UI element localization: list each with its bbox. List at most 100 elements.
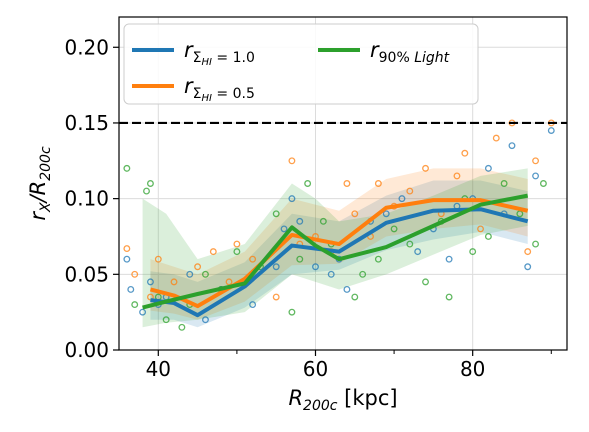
scatter-point-0: [249, 301, 257, 309]
scatter-point-0: [445, 255, 453, 263]
scatter-point-1: [343, 180, 351, 187]
series-line-0: [150, 207, 529, 318]
scatter-point-1: [477, 225, 484, 233]
x-tick-label: 40: [146, 357, 171, 381]
legend-sub: Σ: [193, 86, 202, 102]
axis-labels: R200c [kpc] rX/R200c: [26, 146, 398, 414]
scatter-point-2: [272, 210, 280, 218]
x-axis-label-sub: 200c: [303, 398, 338, 414]
scatter-point-2: [359, 270, 367, 278]
scatter-point-1: [272, 293, 280, 301]
y-axis-label-den-sub: 200c: [38, 146, 54, 181]
scatter-point-0: [524, 263, 532, 271]
y-tick-label: 0.15: [64, 111, 109, 135]
y-tick-label: 0.20: [64, 35, 109, 59]
scatter-point-1: [194, 263, 202, 271]
scatter-point-2: [202, 270, 209, 278]
scatter-point-1: [492, 134, 500, 142]
scatter-point-1: [249, 255, 257, 263]
scatter-point-0: [146, 278, 154, 286]
scatter-point-2: [445, 293, 453, 301]
scatter-point-1: [374, 180, 382, 187]
y-axis-label-slash: /: [26, 193, 50, 204]
y-tick-label: 0.00: [64, 338, 109, 362]
scatter-point-1: [225, 278, 233, 286]
scatter-point-1: [154, 255, 162, 263]
legend-main: r: [184, 38, 194, 62]
scatter-point-0: [280, 225, 288, 233]
scatter-point-0: [484, 164, 492, 172]
scatter-point-2: [304, 180, 312, 187]
scatter-point-2: [319, 217, 327, 225]
x-tick-label: 60: [303, 357, 328, 381]
scatter-point-1: [170, 278, 178, 286]
scatter-point-0: [398, 195, 406, 203]
scatter-point-1: [288, 157, 296, 165]
scatter-point-2: [233, 248, 241, 256]
legend-sub-rest: = 0.5: [212, 86, 255, 102]
scatter-point-1: [209, 248, 217, 256]
legend-sub-sub: HI: [202, 93, 213, 104]
y-axis-label-num-sub: X: [38, 202, 54, 213]
scatter-point-2: [178, 323, 186, 331]
scatter-point-1: [351, 210, 359, 218]
scatter-point-0: [127, 286, 135, 293]
scatter-point-2: [406, 240, 414, 248]
scatter-point-1: [146, 293, 154, 301]
scatter-point-0: [547, 127, 555, 134]
scatter-point-2: [146, 180, 154, 187]
scatter-point-1: [406, 187, 414, 195]
scatter-point-1: [461, 149, 469, 157]
scatter-point-2: [374, 255, 382, 263]
legend-sub-italic: Light: [414, 50, 449, 66]
scatter-point-2: [539, 180, 547, 187]
legend-main: r: [184, 74, 194, 98]
legend-main: r: [370, 38, 380, 62]
scatter-point-2: [390, 225, 398, 233]
scatter-point-2: [296, 255, 304, 263]
plot-frame: [118, 16, 568, 351]
scatter-point-0: [382, 210, 390, 218]
scatter-point-0: [202, 316, 209, 324]
scatter-point-2: [532, 240, 540, 248]
legend-label-2: r90% Light: [370, 38, 450, 66]
scatter-point-2: [469, 248, 477, 256]
scatter-point-2: [143, 187, 150, 195]
y-axis-label: rX/R200c: [26, 146, 54, 221]
scatter-point-1: [524, 248, 532, 256]
y-axis-label-den: R: [26, 181, 50, 196]
series-lines: [142, 193, 529, 318]
band-0: [150, 180, 528, 328]
legend-sub-rest: = 1.0: [212, 50, 255, 66]
x-tick-label: 80: [460, 357, 485, 381]
x-axis-label: R200c [kpc]: [288, 386, 397, 414]
legend-sub: 90%: [379, 50, 415, 66]
y-axis-label-num: r: [26, 211, 50, 221]
y-tick-label: 0.10: [64, 187, 109, 211]
scatter-point-1: [422, 164, 429, 172]
scatter-point-2: [422, 278, 429, 286]
scatter-point-0: [508, 142, 516, 150]
legend-box: [123, 23, 479, 105]
scatter-point-2: [484, 233, 492, 240]
scatter-point-0: [139, 308, 147, 316]
scatter-point-2: [162, 316, 170, 324]
scatter-point-1: [453, 172, 461, 180]
band-2: [142, 168, 528, 328]
legend-label-0: rΣHI = 1.0: [184, 38, 255, 68]
legend-sub: Σ: [193, 50, 202, 66]
scatter-point-1: [532, 157, 540, 165]
scatter-point-2: [500, 180, 508, 187]
scatter-point-2: [131, 301, 139, 309]
scatter-point-0: [272, 263, 280, 271]
scatter-point-0: [343, 286, 351, 293]
series-line-1: [149, 198, 529, 309]
scatter-point-0: [288, 195, 296, 203]
scatter-point-1: [233, 240, 241, 248]
scatter-point-1: [131, 270, 139, 278]
legend-sub-sub: HI: [202, 57, 213, 68]
scatter-point-2: [288, 308, 296, 316]
scatter-point-0: [186, 270, 194, 278]
